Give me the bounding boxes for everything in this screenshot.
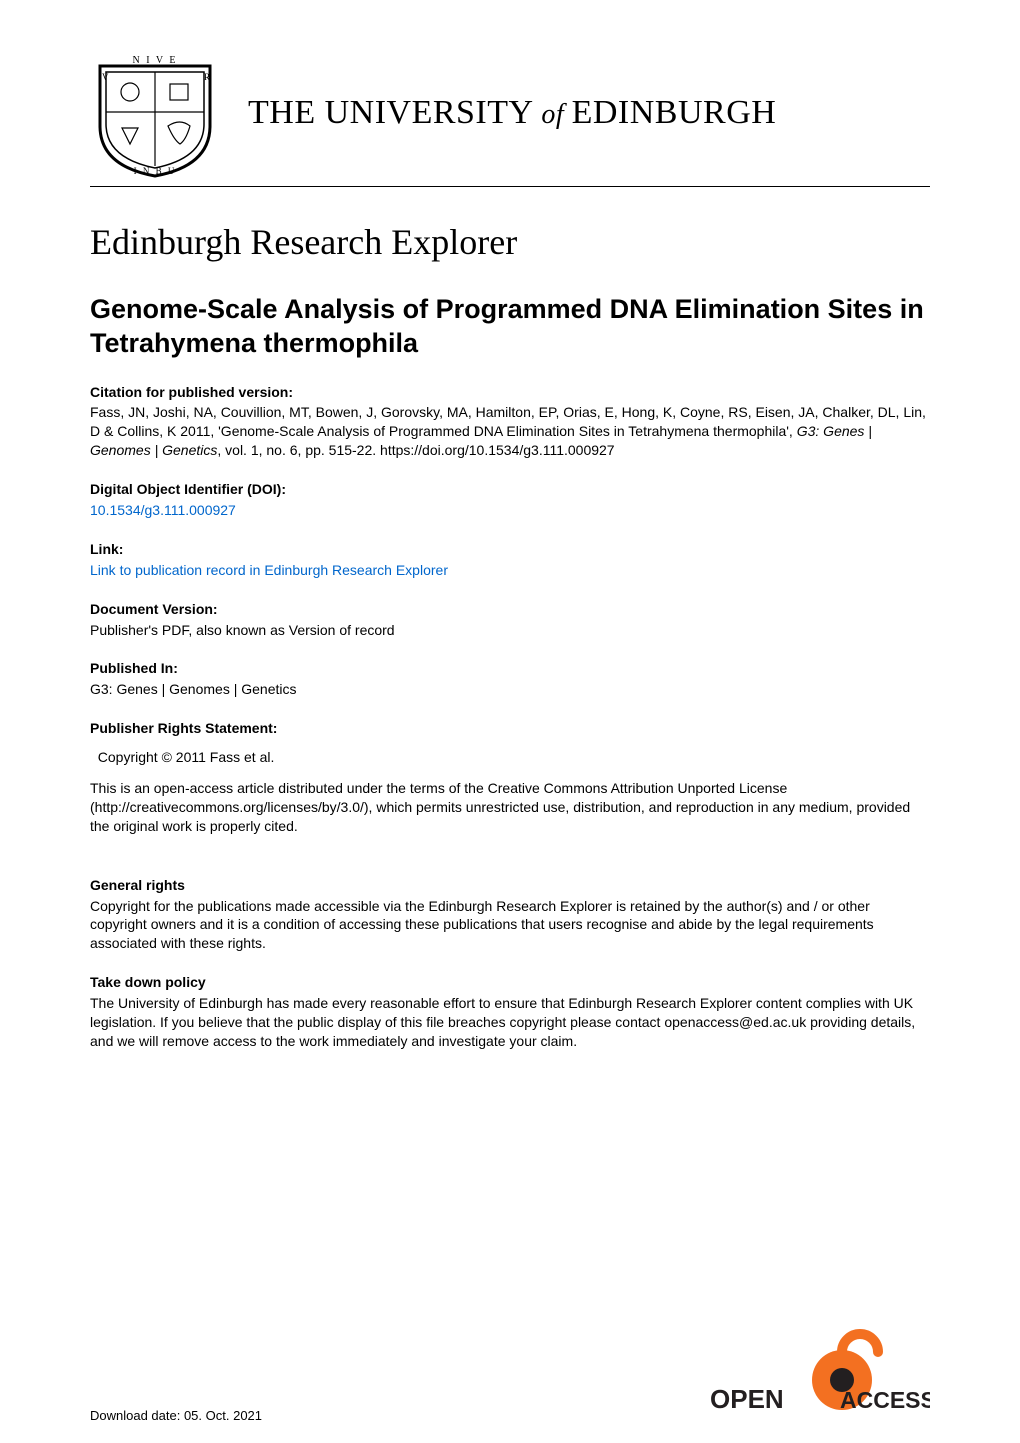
general-rights-label: General rights [90, 876, 930, 895]
university-name-pre: THE UNIVERSITY [248, 94, 541, 131]
open-access-icon: OPEN ACCESS [710, 1318, 930, 1423]
doi-link[interactable]: 10.1534/g3.111.000927 [90, 502, 236, 518]
doi-section: Digital Object Identifier (DOI): 10.1534… [90, 480, 930, 520]
citation-label: Citation for published version: [90, 383, 930, 402]
published-in-body: G3: Genes | Genomes | Genetics [90, 680, 930, 699]
svg-text:V: V [102, 72, 109, 82]
takedown-section: Take down policy The University of Edinb… [90, 973, 930, 1051]
svg-text:R: R [204, 72, 210, 82]
publication-record-link[interactable]: Link to publication record in Edinburgh … [90, 562, 448, 578]
svg-text:I N B U: I N B U [134, 166, 177, 176]
header-rule [90, 186, 930, 187]
published-in-section: Published In: G3: Genes | Genomes | Gene… [90, 659, 930, 699]
explorer-title: Edinburgh Research Explorer [90, 221, 930, 263]
takedown-label: Take down policy [90, 973, 930, 992]
general-rights-body: Copyright for the publications made acce… [90, 897, 930, 954]
university-name: THE UNIVERSITY of EDINBURGH [248, 94, 776, 132]
page: N I V E V R I N B U THE UNIVERSITY of ED… [0, 0, 1020, 1443]
oa-access-text: ACCESS [840, 1387, 930, 1413]
citation-section: Citation for published version: Fass, JN… [90, 383, 930, 461]
paper-title: Genome-Scale Analysis of Programmed DNA … [90, 293, 930, 361]
footer-row: Download date: 05. Oct. 2021 OPEN ACCESS [90, 1318, 930, 1423]
doc-version-section: Document Version: Publisher's PDF, also … [90, 600, 930, 640]
doi-body: 10.1534/g3.111.000927 [90, 501, 930, 520]
rights-section: Publisher Rights Statement: Copyright © … [90, 719, 930, 835]
takedown-body: The University of Edinburgh has made eve… [90, 994, 930, 1051]
citation-body-tail: , vol. 1, no. 6, pp. 515-22. https://doi… [217, 442, 614, 458]
svg-text:N I V E: N I V E [132, 55, 177, 66]
crest-icon: N I V E V R I N B U [90, 48, 220, 178]
published-in-label: Published In: [90, 659, 930, 678]
header-row: N I V E V R I N B U THE UNIVERSITY of ED… [90, 48, 930, 178]
open-access-logo: OPEN ACCESS [710, 1318, 930, 1423]
general-rights-section: General rights Copyright for the publica… [90, 876, 930, 954]
university-name-of: of [541, 99, 571, 130]
doi-label: Digital Object Identifier (DOI): [90, 480, 930, 499]
rights-copyright: Copyright © 2011 Fass et al. [90, 748, 930, 767]
oa-open-text: OPEN [710, 1384, 784, 1414]
link-section: Link: Link to publication record in Edin… [90, 540, 930, 580]
university-name-post: EDINBURGH [572, 94, 777, 131]
download-date: Download date: 05. Oct. 2021 [90, 1408, 262, 1423]
doc-version-body: Publisher's PDF, also known as Version o… [90, 621, 930, 640]
link-body: Link to publication record in Edinburgh … [90, 561, 930, 580]
university-crest: N I V E V R I N B U [90, 48, 220, 178]
rights-label: Publisher Rights Statement: [90, 719, 930, 738]
doc-version-label: Document Version: [90, 600, 930, 619]
citation-body: Fass, JN, Joshi, NA, Couvillion, MT, Bow… [90, 403, 930, 460]
link-label: Link: [90, 540, 930, 559]
rights-body: This is an open-access article distribut… [90, 779, 930, 836]
